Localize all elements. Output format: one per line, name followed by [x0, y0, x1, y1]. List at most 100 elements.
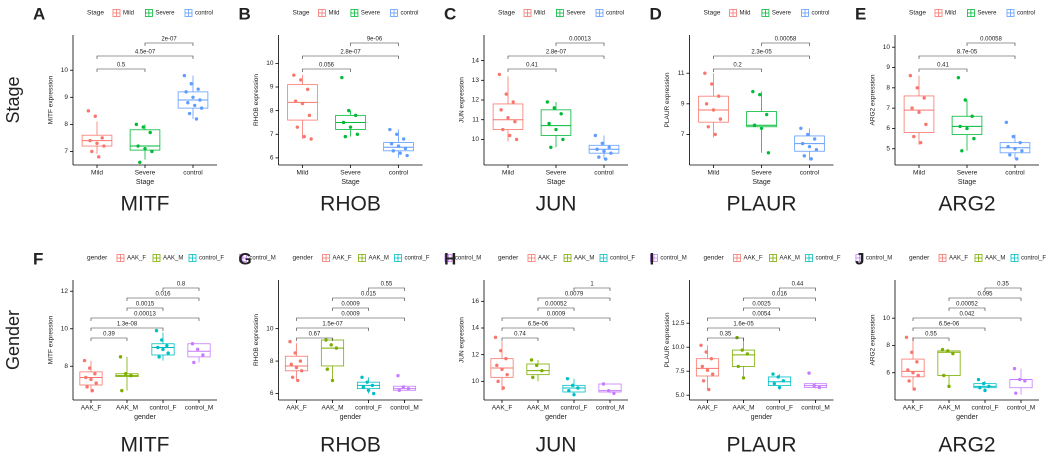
point — [552, 106, 556, 110]
bracket — [296, 337, 333, 341]
point — [190, 342, 195, 346]
point — [799, 126, 803, 130]
point — [745, 352, 750, 356]
point — [150, 149, 154, 154]
p-value: 4.5e-07 — [135, 50, 156, 56]
point — [772, 381, 777, 386]
y-tick-label: 5.0 — [675, 392, 684, 399]
point — [499, 108, 503, 112]
point — [288, 339, 292, 344]
p-value: 1.5e-07 — [322, 322, 343, 328]
point — [184, 90, 188, 94]
point — [970, 114, 974, 118]
p-value: 0.015 — [361, 292, 377, 298]
y-tick-label: 8 — [270, 107, 274, 114]
point — [554, 127, 558, 132]
p-value: 0.2 — [733, 63, 742, 69]
x-tick-label: AAK_M — [527, 405, 549, 412]
point — [85, 385, 89, 389]
legend-title: Stage — [498, 10, 515, 17]
point — [1023, 379, 1027, 383]
point — [102, 144, 106, 148]
point — [406, 386, 411, 391]
point — [120, 388, 124, 393]
point — [353, 113, 358, 118]
y-tick-label: 10 — [266, 325, 274, 332]
p-value: 0.0015 — [136, 302, 155, 308]
legend-label: control — [606, 11, 624, 17]
point — [956, 75, 961, 80]
point — [572, 392, 576, 397]
gene-label: JUN — [536, 193, 577, 216]
panel-letter: E — [855, 4, 866, 23]
point — [817, 385, 822, 390]
x-axis-label: gender — [751, 414, 773, 421]
point — [1011, 134, 1015, 139]
y-tick-label: 11 — [472, 116, 479, 123]
p-value: 0.016 — [155, 292, 171, 298]
point — [565, 376, 570, 381]
legend-label: control_F — [610, 256, 635, 262]
legend-label: AAK_F — [949, 256, 968, 262]
point — [704, 350, 708, 354]
y-axis-label: MITF expression — [48, 315, 55, 364]
x-axis-label: gender — [956, 414, 978, 421]
y-tick-label: 10 — [61, 67, 69, 74]
legend-title: gender — [498, 255, 519, 262]
legend-label: control — [1017, 11, 1035, 17]
point — [504, 92, 508, 96]
row-label: Stage — [3, 76, 23, 123]
x-axis-label: Stage — [341, 179, 359, 186]
p-value: 0.8 — [177, 282, 186, 288]
bracket — [537, 297, 611, 301]
panel-letter: F — [33, 249, 43, 268]
bracket — [332, 307, 369, 311]
legend-label: control_F — [816, 256, 841, 262]
y-tick-label: 10 — [883, 44, 891, 51]
p-value: 6.5e-06 — [939, 322, 960, 328]
point — [700, 364, 705, 369]
y-tick-label: 8 — [64, 363, 68, 370]
p-value: 0.0025 — [752, 302, 771, 308]
point — [607, 388, 611, 393]
point — [340, 75, 344, 80]
point — [972, 136, 976, 141]
bracket — [368, 287, 405, 291]
point — [710, 372, 715, 376]
x-tick-label: control_F — [560, 405, 587, 412]
y-tick-label: 8 — [886, 342, 890, 349]
point — [371, 391, 376, 396]
legend-label: AAK_M — [369, 256, 389, 262]
p-value: 0.0009 — [341, 312, 360, 318]
legend-title: gender — [909, 255, 930, 262]
point — [124, 372, 128, 376]
point — [600, 141, 604, 146]
x-tick-label: control — [594, 170, 614, 177]
p-value: 0.74 — [514, 332, 526, 338]
legend-label: AAK_M — [780, 256, 800, 262]
point — [814, 148, 819, 152]
point — [924, 122, 928, 127]
x-tick-label: AAK_F — [81, 405, 102, 412]
bracket — [501, 317, 611, 321]
point — [704, 102, 709, 106]
point — [908, 73, 913, 78]
point — [711, 108, 716, 112]
y-tick-label: 10.0 — [672, 344, 685, 351]
point — [919, 140, 923, 145]
legend-label: control_M — [660, 256, 686, 262]
point — [713, 132, 717, 137]
legend-title: Stage — [87, 10, 104, 17]
point — [196, 347, 200, 352]
point — [395, 132, 399, 136]
point — [156, 345, 160, 350]
x-tick-label: Mild — [913, 170, 925, 177]
p-value: 0.41 — [937, 63, 949, 69]
point — [917, 110, 921, 114]
point — [987, 384, 991, 389]
panel-letter: H — [444, 249, 456, 268]
x-tick-label: control — [389, 170, 409, 177]
point — [134, 122, 139, 127]
point — [191, 95, 195, 99]
point — [389, 142, 394, 146]
